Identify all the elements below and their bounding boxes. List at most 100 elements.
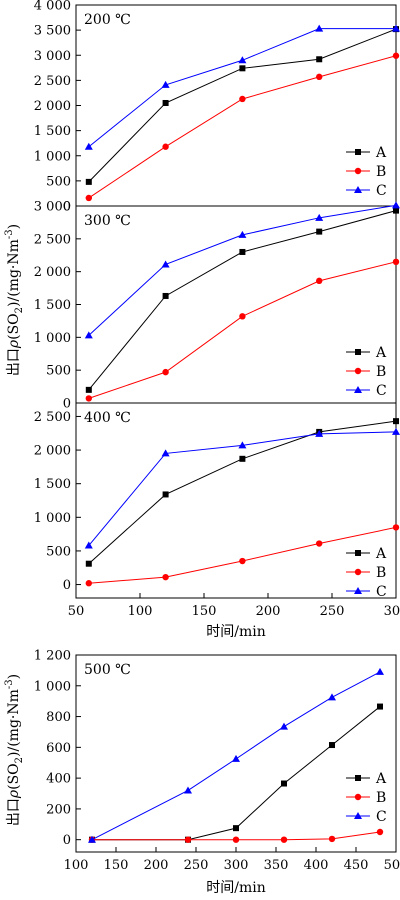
data-point-B <box>328 835 336 843</box>
legend-label-C: C <box>376 383 387 399</box>
y-tick-label: 3 500 <box>34 24 71 39</box>
panel-title: 300 ℃ <box>84 213 131 229</box>
x-axis-title: 时间/min <box>206 880 266 896</box>
y-tick-label: 2 000 <box>34 265 71 280</box>
y-tick-label: 0 <box>63 833 71 848</box>
data-point-A <box>239 65 246 72</box>
data-point-B <box>162 143 169 150</box>
ylabel-bottom: 出口ρ(SO2)/(mg·Nm-3) <box>4 674 25 826</box>
data-point-A <box>85 386 92 393</box>
data-point-A <box>162 292 169 299</box>
y-tick-label: 200 <box>46 802 71 817</box>
data-point-A <box>329 742 335 749</box>
x-tick-label: 250 <box>184 858 209 873</box>
data-point-C <box>184 786 192 794</box>
x-tick-label: 150 <box>192 604 217 619</box>
legend-label-A: A <box>375 546 387 562</box>
data-point-C <box>315 24 324 32</box>
panel-title: 200 ℃ <box>84 12 131 28</box>
data-point-C <box>84 331 93 339</box>
legend-label-A: A <box>375 771 387 787</box>
panel-frame <box>75 654 397 853</box>
x-tick-label: 350 <box>264 858 289 873</box>
legend-label-B: B <box>376 565 386 581</box>
series-line-A <box>88 28 397 183</box>
legend-label-A: A <box>375 145 387 161</box>
data-point-B <box>376 828 384 836</box>
data-point-B <box>392 258 400 266</box>
ylabel-top: 出口ρ(SO2)/(mg·Nm-3) <box>4 224 25 376</box>
data-point-A <box>85 178 92 185</box>
data-point-B <box>280 836 288 843</box>
x-tick-label: 300 <box>224 858 249 873</box>
data-point-C <box>280 722 288 730</box>
ylabel-top-sup: -3 <box>4 229 15 239</box>
ylabel-bottom-rest: (SO <box>6 763 22 790</box>
y-tick-label: 2 500 <box>34 410 71 425</box>
legend-label-B: B <box>376 164 386 180</box>
data-point-B <box>316 540 323 547</box>
data-point-C <box>315 213 324 221</box>
data-point-C <box>238 441 247 449</box>
series-line-B <box>88 526 397 584</box>
legend-marker-C <box>354 186 362 193</box>
data-point-B <box>392 524 400 531</box>
data-point-B <box>85 395 93 402</box>
data-point-C <box>238 56 247 64</box>
data-point-B <box>162 368 169 376</box>
y-tick-label: 600 <box>46 741 71 756</box>
y-tick-label: 2 500 <box>34 232 71 247</box>
ylabel-top-rho: ρ <box>6 339 22 349</box>
data-point-C <box>161 80 170 88</box>
legend-label-B: B <box>376 364 386 380</box>
data-point-B <box>162 573 169 581</box>
data-point-B <box>232 836 240 843</box>
y-tick-label: 1 000 <box>34 679 71 694</box>
ylabel-bottom-rho: ρ <box>6 789 22 799</box>
ylabel-top-unit: )/(mg·Nm <box>6 239 22 307</box>
x-tick-label: 150 <box>104 858 129 873</box>
panel-2: 0 500 1 000 1 500 2 000 2 500 3 000 300 ℃ ABC <box>34 200 400 412</box>
data-point-C <box>392 427 400 435</box>
ylabel-top-prefix: 出口 <box>6 348 22 376</box>
y-tick-label: 4 000 <box>34 0 71 14</box>
x-tick-label: 500 <box>384 858 400 873</box>
y-tick-label: 1 200 <box>34 649 71 664</box>
y-tick-label: 400 <box>46 772 71 787</box>
data-point-B <box>85 580 93 587</box>
data-point-C <box>161 260 170 268</box>
ylabel-top-sub: 2 <box>14 307 25 313</box>
x-tick-label: 100 <box>128 604 153 619</box>
data-point-B <box>85 194 93 202</box>
data-point-C <box>88 835 96 843</box>
legend-marker-A <box>355 550 361 556</box>
y-tick-label: 500 <box>46 364 71 379</box>
data-point-C <box>161 449 170 457</box>
data-point-C <box>315 429 324 437</box>
y-tick-label: 3 000 <box>34 49 71 64</box>
legend-label-C: C <box>376 183 387 199</box>
data-point-A <box>281 780 287 787</box>
data-point-A <box>162 99 169 106</box>
panel-frame <box>75 205 397 404</box>
y-tick-label: 0 <box>63 200 71 215</box>
y-tick-label: 500 <box>46 174 71 189</box>
legend-marker-B <box>354 367 362 375</box>
y-tick-label: 500 <box>46 544 71 559</box>
x-tick-label: 450 <box>344 858 369 873</box>
y-tick-label: 800 <box>46 710 71 725</box>
data-point-C <box>328 693 336 701</box>
panel-4: 0 200 400 600 800 1 000 1 200 100 150 200 250 300 35… <box>34 649 400 897</box>
x-tick-label: 300 <box>384 604 400 619</box>
legend-label-C: C <box>376 584 387 600</box>
data-point-A <box>377 703 383 710</box>
data-point-B <box>184 836 192 843</box>
x-tick-label: 200 <box>256 604 281 619</box>
y-tick-label: 1 000 <box>34 149 71 164</box>
data-point-B <box>316 73 323 81</box>
data-point-B <box>392 52 400 59</box>
series-line-B <box>92 831 381 841</box>
y-tick-label: 1 500 <box>34 298 71 313</box>
data-point-B <box>239 557 246 565</box>
x-tick-label: 50 <box>68 604 85 619</box>
